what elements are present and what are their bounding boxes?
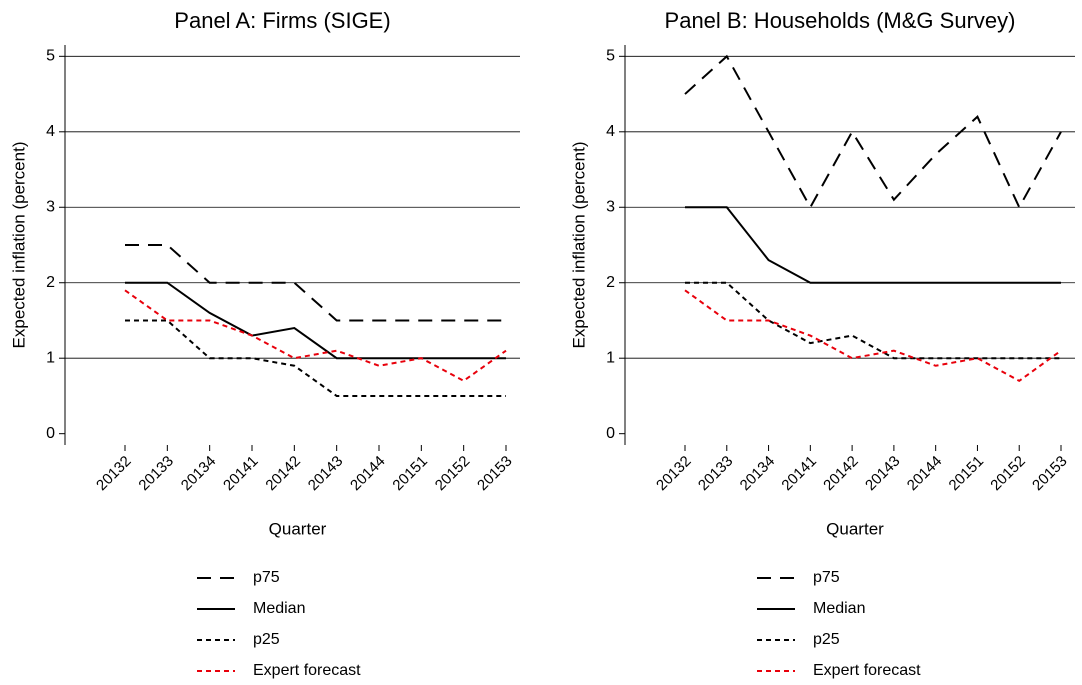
x-axis-label: Quarter: [269, 519, 327, 538]
x-tick-label: 20152: [432, 453, 474, 495]
y-axis-label: Expected inflation (percent): [9, 142, 28, 349]
x-axis-label: Quarter: [826, 519, 884, 538]
y-tick-label: 4: [46, 123, 55, 140]
series-line: [684, 54, 1062, 210]
x-tick-label: 20133: [695, 453, 737, 495]
x-tick-label: 20141: [778, 453, 820, 495]
x-tick-label: 20134: [178, 453, 220, 495]
y-tick-label: 1: [606, 349, 615, 366]
series-line: [685, 281, 1061, 360]
x-tick-label: 20132: [653, 453, 695, 495]
x-tick-label: 20143: [305, 453, 347, 495]
chart-title: Panel A: Firms (SIGE): [174, 8, 390, 33]
y-tick-label: 5: [46, 48, 55, 65]
x-tick-label: 20142: [262, 453, 304, 495]
series-line: [685, 206, 1061, 284]
series-line: [125, 281, 506, 360]
legend-label: Median: [253, 600, 305, 617]
x-tick-label: 20151: [389, 453, 431, 495]
x-tick-label: 20132: [93, 453, 135, 495]
y-tick-label: 0: [606, 425, 615, 442]
y-tick-label: 1: [46, 349, 55, 366]
x-tick-label: 20142: [820, 453, 862, 495]
legend-label: p25: [813, 631, 840, 648]
x-tick-label: 20152: [987, 453, 1029, 495]
legend-label: p75: [813, 569, 840, 586]
series-line: [684, 289, 1062, 383]
legend-label: Expert forecast: [253, 662, 361, 679]
y-tick-label: 2: [606, 274, 615, 291]
x-tick-label: 20143: [862, 453, 904, 495]
y-axis-label: Expected inflation (percent): [569, 142, 588, 349]
legend-label: Median: [813, 600, 865, 617]
legend-label: Expert forecast: [813, 662, 921, 679]
y-tick-label: 3: [606, 198, 615, 215]
y-tick-label: 4: [606, 123, 615, 140]
legend-label: p25: [253, 631, 280, 648]
x-tick-label: 20151: [946, 453, 988, 495]
series-line: [125, 319, 506, 397]
x-tick-label: 20144: [347, 453, 389, 495]
x-tick-label: 20134: [737, 453, 779, 495]
x-tick-label: 20144: [904, 453, 946, 495]
x-tick-label: 20153: [1029, 453, 1071, 495]
legend-label: p75: [253, 569, 280, 586]
x-tick-label: 20133: [135, 453, 177, 495]
chart-title: Panel B: Households (M&G Survey): [665, 8, 1016, 33]
y-tick-label: 5: [606, 48, 615, 65]
series-line: [125, 244, 506, 322]
y-tick-label: 2: [46, 274, 55, 291]
y-tick-label: 0: [46, 425, 55, 442]
series-line: [124, 289, 507, 383]
x-tick-label: 20141: [220, 453, 262, 495]
y-tick-label: 3: [46, 198, 55, 215]
x-tick-label: 20153: [474, 453, 516, 495]
